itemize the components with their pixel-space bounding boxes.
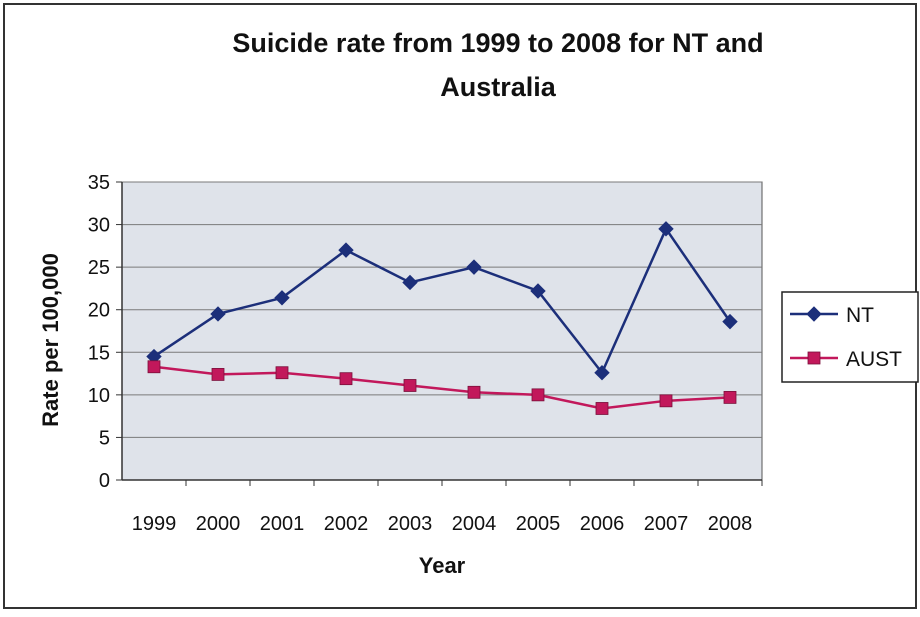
legend-item-aust: AUST [790,348,902,371]
y-tick-label: 20 [88,300,110,322]
chart-title-line2: Australia [440,72,557,102]
data-point-aust [403,379,417,392]
data-point-nt [658,221,674,237]
data-point-aust [147,360,161,374]
data-point-nt [274,290,290,306]
y-tick-label: 0 [99,470,110,492]
data-point-aust [723,391,737,404]
x-tick-label: 1999 [132,513,177,535]
x-tick-label: 2001 [260,513,305,535]
legend: NT AUST [781,291,919,383]
series-line-aust [153,365,731,410]
data-point-nt [402,274,418,291]
data-point-nt [338,242,354,258]
x-tick-label: 2002 [324,513,369,535]
gridlines [122,181,762,438]
y-tick-label: 5 [99,427,110,449]
x-tick-label: 2005 [516,513,561,535]
legend-item-nt: NT [790,304,874,327]
x-tick-label: 2003 [388,513,433,535]
data-point-aust [275,366,289,380]
data-point-nt [594,365,610,381]
data-point-nt [466,259,482,275]
legend-box [781,291,919,383]
y-axis-ticks: 0 5 10 15 20 25 30 35 [88,172,122,492]
x-axis-ticks: 1999 2000 2001 2002 2003 2004 2005 2006 2007 2008 [132,480,763,535]
x-tick-label: 2006 [580,513,625,535]
data-point-aust [595,402,609,415]
data-point-aust [467,385,481,399]
y-tick-label: 30 [88,215,110,237]
data-point-nt [722,313,738,330]
series-line-nt [153,226,732,376]
data-point-aust [531,388,545,402]
series-layer [146,221,738,415]
data-point-aust [339,372,353,386]
legend-label: AUST [846,348,902,371]
y-tick-label: 35 [88,172,110,194]
chart-title-line1: Suicide rate from 1999 to 2008 for NT an… [232,28,763,58]
series-aust [147,360,737,415]
data-point-nt [210,306,226,322]
x-tick-label: 2008 [708,513,753,535]
legend-marker [807,351,821,365]
plot-area [121,181,763,481]
x-tick-label: 2000 [196,513,241,535]
data-point-nt [530,283,546,299]
y-tick-label: 15 [88,342,110,364]
x-tick-label: 2007 [644,513,689,535]
data-point-aust [659,394,673,408]
x-tick-label: 2004 [452,513,497,535]
y-tick-label: 25 [88,257,110,279]
y-axis-title: Rate per 100,000 [38,253,63,427]
legend-marker [806,306,822,322]
legend-label: NT [846,304,874,327]
data-point-aust [211,368,225,381]
series-nt [146,221,738,381]
x-axis-title: Year [419,553,466,578]
y-tick-label: 10 [88,385,110,407]
